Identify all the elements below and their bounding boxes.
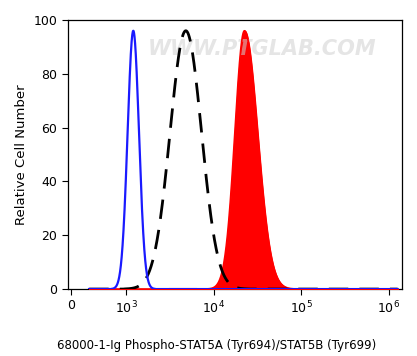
Text: WWW.PTGLAB.COM: WWW.PTGLAB.COM bbox=[147, 39, 376, 59]
Text: 68000-1-Ig Phospho-STAT5A (Tyr694)/STAT5B (Tyr699): 68000-1-Ig Phospho-STAT5A (Tyr694)/STAT5… bbox=[57, 339, 377, 352]
Y-axis label: Relative Cell Number: Relative Cell Number bbox=[15, 84, 28, 225]
